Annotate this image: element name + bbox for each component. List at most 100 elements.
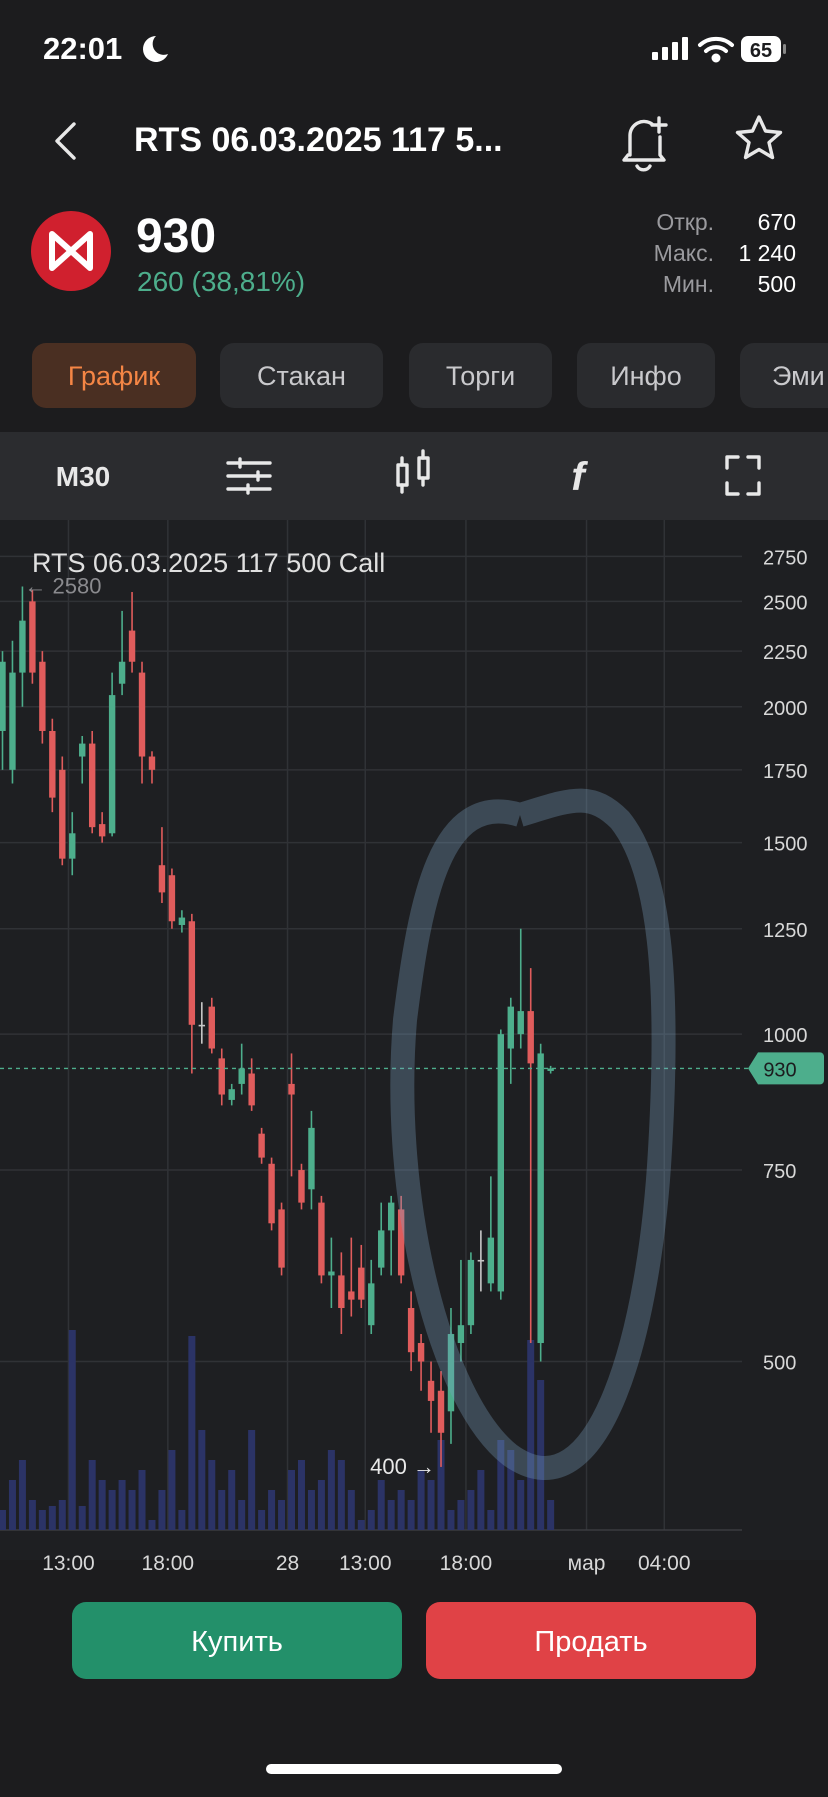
chart-title: RTS 06.03.2025 117 500 Call bbox=[32, 548, 385, 578]
sell-button[interactable] bbox=[426, 1602, 756, 1679]
tab-label: Стакан bbox=[257, 361, 346, 391]
y-tick-label: 2250 bbox=[763, 642, 808, 664]
candle-body bbox=[9, 672, 16, 770]
candle-body bbox=[368, 1283, 375, 1326]
chart-area bbox=[0, 520, 828, 1560]
candle-body bbox=[437, 1390, 445, 1433]
candle-body bbox=[168, 875, 176, 922]
x-tick-label: 13:00 bbox=[339, 1552, 392, 1575]
volume-bar bbox=[148, 1520, 156, 1530]
indicators-button[interactable] bbox=[226, 457, 272, 495]
candle-body bbox=[128, 630, 136, 662]
volume-bar bbox=[0, 1510, 6, 1530]
x-tick-label: 04:00 bbox=[638, 1552, 691, 1575]
volume-bar bbox=[367, 1510, 375, 1530]
candle-body bbox=[288, 1083, 295, 1095]
candle-body bbox=[278, 1209, 285, 1268]
alert-button[interactable] bbox=[622, 116, 668, 172]
functions-button[interactable]: f bbox=[571, 455, 588, 499]
tab-bar: График Стакан Торги Инфо Эми bbox=[32, 343, 828, 408]
candle-body bbox=[158, 865, 166, 893]
y-tick-label: 1750 bbox=[763, 761, 808, 783]
candle-body bbox=[308, 1127, 315, 1190]
candle-body bbox=[69, 833, 76, 859]
volume-bar bbox=[158, 1490, 166, 1530]
hand-drawn-circle bbox=[390, 788, 676, 1480]
candle-body bbox=[397, 1209, 405, 1276]
volume-bar bbox=[417, 1470, 425, 1530]
stat-value: 670 bbox=[758, 209, 796, 235]
volume-bar bbox=[278, 1500, 286, 1530]
candle-body bbox=[537, 1053, 544, 1344]
candle-body bbox=[507, 1006, 514, 1049]
extreme-annotation: 400 → bbox=[370, 1454, 435, 1479]
tab-background bbox=[32, 343, 196, 408]
stat-label: Макс. bbox=[654, 240, 714, 266]
volume-bar bbox=[487, 1510, 495, 1530]
y-tick-label: 1000 bbox=[763, 1025, 808, 1047]
y-tick-label: 2750 bbox=[763, 547, 808, 569]
candle-body bbox=[328, 1271, 335, 1276]
tab[interactable]: Эми bbox=[740, 343, 828, 408]
candle-body bbox=[198, 1024, 206, 1027]
candle-body bbox=[238, 1068, 245, 1084]
candle-body bbox=[517, 1011, 524, 1035]
stat-value: 1 240 bbox=[738, 240, 796, 266]
volume-bar bbox=[38, 1510, 46, 1530]
volume-bar bbox=[288, 1470, 296, 1530]
volume-bar bbox=[118, 1480, 126, 1530]
candle-body bbox=[208, 1006, 215, 1049]
volume-bar bbox=[138, 1470, 146, 1530]
volume-bar bbox=[347, 1490, 355, 1530]
buy-button[interactable] bbox=[72, 1602, 402, 1679]
volume-bar bbox=[387, 1500, 395, 1530]
tab-label: Инфо bbox=[610, 361, 682, 391]
tab[interactable]: Инфо bbox=[577, 343, 715, 408]
instrument-title: RTS 06.03.2025 117 5... bbox=[134, 121, 503, 159]
favorite-button[interactable] bbox=[735, 115, 783, 160]
y-tick-label: 2000 bbox=[763, 698, 808, 720]
volume-bar bbox=[178, 1510, 186, 1530]
candle-body bbox=[348, 1291, 355, 1300]
volume-bar bbox=[477, 1470, 485, 1530]
interval-button[interactable]: M30 bbox=[56, 461, 110, 492]
tab-label: Торги bbox=[446, 361, 515, 391]
volume-bar bbox=[58, 1500, 66, 1530]
moon-icon bbox=[142, 36, 168, 62]
tab-background bbox=[220, 343, 383, 408]
candle-body bbox=[98, 824, 106, 837]
tab[interactable]: Стакан bbox=[220, 343, 383, 408]
volume-bar bbox=[447, 1510, 455, 1530]
volume-bar bbox=[128, 1490, 136, 1530]
candle-body bbox=[0, 661, 6, 731]
last-price-badge bbox=[748, 1052, 824, 1085]
back-button[interactable] bbox=[55, 122, 76, 160]
volume-bar bbox=[377, 1480, 385, 1530]
volume-bar bbox=[357, 1520, 365, 1530]
tab-background bbox=[409, 343, 552, 408]
candle-body bbox=[547, 1068, 554, 1071]
candle-body bbox=[79, 743, 86, 757]
tab[interactable]: График bbox=[32, 343, 196, 408]
volume-bar bbox=[188, 1336, 196, 1530]
volume-bar bbox=[218, 1490, 226, 1530]
fullscreen-button[interactable] bbox=[725, 455, 761, 496]
candle-body bbox=[108, 695, 116, 834]
volume-bar bbox=[198, 1430, 206, 1530]
volume-bar bbox=[457, 1500, 465, 1530]
volume-bar bbox=[48, 1506, 56, 1530]
chart-type-button[interactable] bbox=[396, 449, 430, 494]
battery-level: 65 bbox=[750, 40, 772, 62]
tab[interactable]: Торги bbox=[409, 343, 552, 408]
candle-body bbox=[318, 1202, 325, 1276]
sell-label: Продать bbox=[534, 1626, 647, 1658]
volume-bar bbox=[68, 1330, 76, 1530]
volume-bar bbox=[108, 1490, 116, 1530]
y-tick-label: 500 bbox=[763, 1353, 796, 1375]
y-tick-label: 1500 bbox=[763, 834, 808, 856]
candle-body bbox=[248, 1073, 255, 1106]
chart-toolbar bbox=[0, 432, 828, 520]
tab-label: Эми bbox=[772, 361, 825, 391]
